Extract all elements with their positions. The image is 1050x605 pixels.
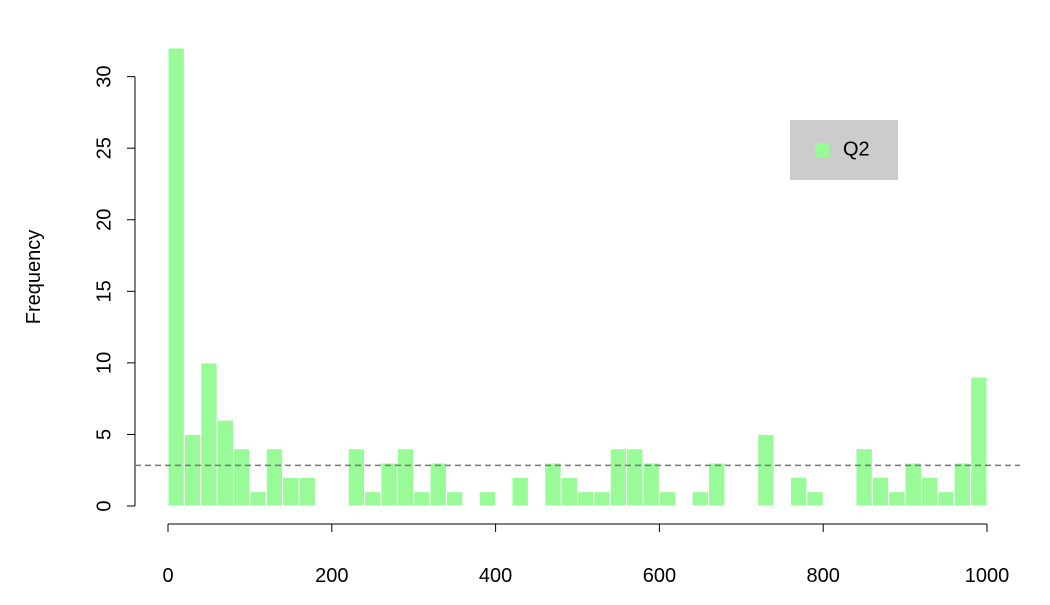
- bar: [904, 462, 922, 507]
- legend-label: Q2: [843, 138, 870, 160]
- bar: [511, 476, 529, 507]
- bar: [806, 491, 824, 507]
- bar: [757, 433, 775, 507]
- y-tick-label: 25: [93, 137, 115, 159]
- bar: [216, 419, 235, 507]
- bar: [347, 448, 366, 507]
- bar: [183, 433, 202, 507]
- bar: [265, 448, 284, 507]
- x-tick-label: 1000: [965, 565, 1010, 587]
- bar: [708, 462, 726, 507]
- bar: [855, 448, 873, 507]
- y-tick-label: 0: [93, 500, 115, 511]
- bar: [282, 476, 300, 507]
- bar: [560, 476, 578, 507]
- bar: [478, 491, 497, 507]
- x-tick-label: 0: [162, 565, 173, 587]
- bar: [445, 491, 464, 507]
- y-axis-label: Frequency: [23, 230, 45, 325]
- bar: [789, 476, 808, 507]
- bar: [249, 491, 267, 507]
- bar: [298, 476, 316, 507]
- x-tick-label: 600: [643, 565, 676, 587]
- legend-swatch: [815, 143, 829, 157]
- bar: [970, 376, 988, 507]
- bar: [233, 448, 251, 507]
- bar: [937, 491, 955, 507]
- bar: [953, 462, 972, 507]
- bar: [577, 491, 595, 507]
- bar: [626, 448, 644, 507]
- y-tick-label: 15: [93, 280, 115, 302]
- bar: [609, 448, 628, 507]
- bar: [396, 448, 415, 507]
- bar: [167, 47, 185, 507]
- x-tick-label: 400: [479, 565, 512, 587]
- bar: [593, 491, 611, 507]
- y-tick-label: 20: [93, 209, 115, 231]
- bar: [871, 476, 890, 507]
- bar: [691, 491, 710, 507]
- bar: [380, 462, 398, 507]
- bar: [429, 462, 447, 507]
- y-tick-label: 10: [93, 352, 115, 374]
- bar: [642, 462, 660, 507]
- bar: [544, 462, 562, 507]
- legend-box: [790, 120, 898, 180]
- y-tick-label: 5: [93, 429, 115, 440]
- bar: [658, 491, 677, 507]
- bar: [920, 476, 939, 507]
- x-tick-label: 200: [315, 565, 348, 587]
- bar: [888, 491, 906, 507]
- y-tick-label: 30: [93, 66, 115, 88]
- bar: [413, 491, 431, 507]
- bar: [364, 491, 382, 507]
- bar: [200, 362, 218, 507]
- x-tick-label: 800: [807, 565, 840, 587]
